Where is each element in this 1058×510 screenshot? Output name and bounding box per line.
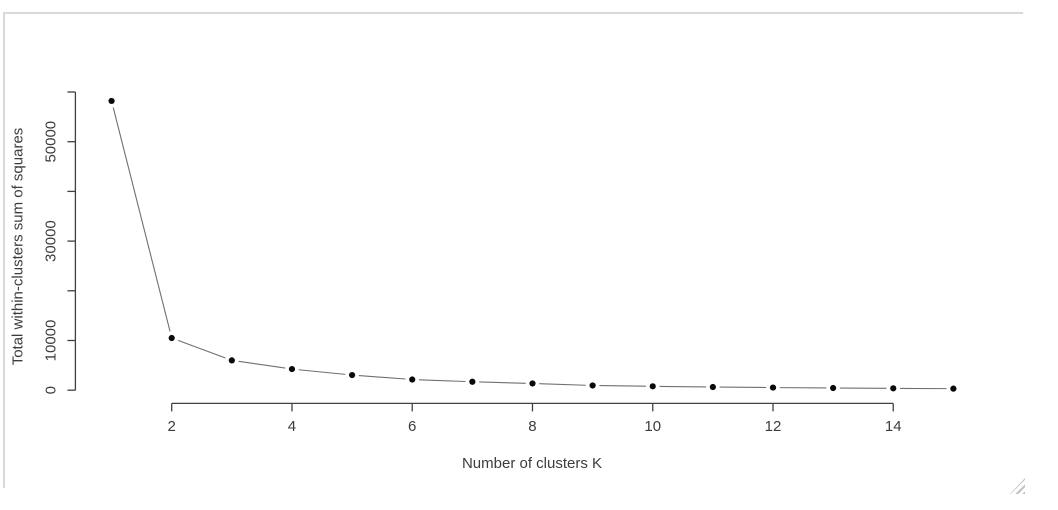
series-segment — [298, 369, 346, 375]
series-segment — [358, 374, 406, 380]
data-point — [709, 383, 716, 391]
x-tick-label: 8 — [528, 418, 536, 435]
x-tick-label: 2 — [168, 418, 176, 435]
data-point — [228, 357, 235, 364]
series-segment — [599, 385, 646, 387]
x-axis-label: Number of clusters K — [461, 455, 603, 472]
y-tick-label: 30000 — [43, 220, 60, 262]
series-segment — [177, 339, 226, 359]
x-tick-label: 4 — [288, 418, 296, 435]
data-point — [409, 376, 416, 383]
panel-border-left — [3, 12, 5, 488]
x-tick-label: 14 — [885, 418, 902, 435]
data-point — [288, 365, 296, 373]
x-tick-label: 12 — [765, 418, 782, 435]
series-segment — [112, 107, 171, 332]
series-segment — [238, 360, 286, 369]
x-tick-label: 10 — [644, 418, 661, 435]
data-point — [830, 384, 837, 392]
panel-border-top — [3, 12, 1023, 14]
data-point — [950, 385, 957, 392]
y-tick-label: 50000 — [43, 121, 60, 163]
data-point — [529, 380, 536, 387]
data-point — [589, 382, 596, 389]
series-segment — [418, 379, 466, 383]
data-point — [108, 97, 115, 105]
data-point — [168, 334, 175, 342]
data-point — [469, 378, 476, 385]
data-point — [649, 383, 656, 390]
y-axis-label: Total within-clusters sum of squares — [9, 127, 27, 366]
data-point — [890, 385, 897, 392]
data-point — [769, 384, 777, 391]
data-point — [348, 371, 356, 379]
series-segment — [479, 381, 526, 384]
series-segment — [539, 383, 586, 386]
y-tick-label: 10000 — [43, 320, 60, 362]
x-tick-label: 6 — [408, 418, 416, 435]
y-tick-label: 0 — [43, 386, 60, 394]
series-segment — [659, 385, 707, 388]
